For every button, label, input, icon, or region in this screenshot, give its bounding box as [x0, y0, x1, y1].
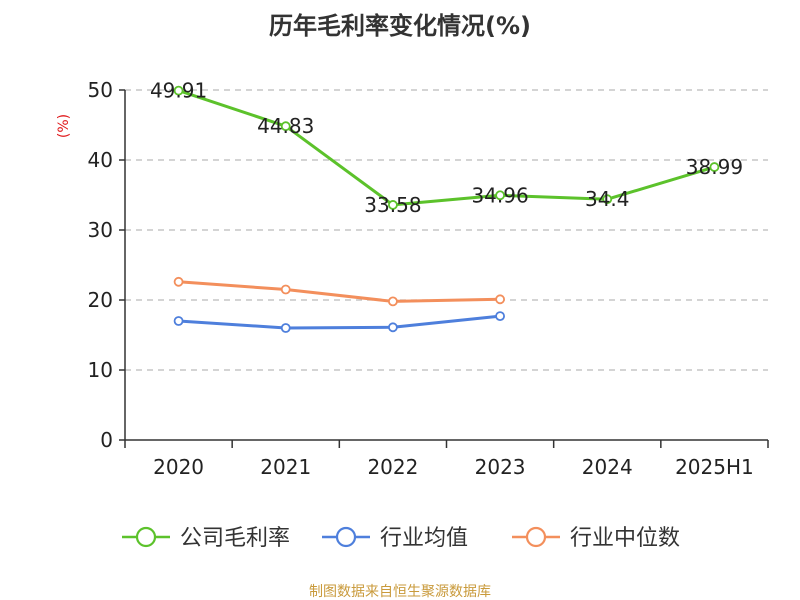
y-tick-label: 0 [100, 428, 113, 452]
data-point[interactable] [173, 276, 184, 287]
legend[interactable]: 公司毛利率 行业均值 行业中位数 [122, 526, 680, 551]
data-label: 33.58 [364, 193, 421, 217]
data-labels: 49.91 44.83 33.58 34.96 34.4 38.99 [150, 79, 743, 217]
axes: 0 10 20 30 40 50 2020 2021 2022 2023 2024 2025H1 [88, 78, 769, 479]
chart-title: 历年毛利率变化情况(%) [269, 12, 531, 40]
y-tick-label: 10 [88, 358, 113, 382]
source-note: 制图数据来自恒生聚源数据库 [309, 584, 491, 600]
y-tick-label: 20 [88, 288, 113, 312]
x-tick-label: 2024 [582, 455, 633, 479]
legend-label: 行业均值 [380, 526, 468, 551]
legend-label: 行业中位数 [570, 526, 680, 551]
y-tick-label: 30 [88, 218, 113, 242]
data-point[interactable] [280, 121, 291, 132]
data-point[interactable] [280, 284, 291, 295]
data-point[interactable] [173, 316, 184, 326]
data-label: 44.83 [257, 114, 314, 138]
x-tick-label: 2020 [153, 455, 204, 479]
x-tick-label: 2022 [367, 455, 418, 479]
x-tick-label: 2021 [260, 455, 311, 479]
series-line [178, 314, 501, 330]
data-point[interactable] [280, 323, 291, 333]
x-tick-label: 2025H1 [675, 455, 754, 479]
legend-marker [335, 526, 357, 548]
y-axis-label: (%) [56, 114, 72, 138]
data-label: 38.99 [686, 155, 743, 179]
series-group [173, 85, 720, 333]
y-tick-label: 40 [88, 148, 113, 172]
data-point[interactable] [388, 200, 398, 210]
legend-marker [135, 526, 157, 548]
data-point[interactable] [388, 296, 398, 307]
grid-lines [125, 89, 768, 371]
data-point[interactable] [495, 311, 505, 322]
legend-marker [525, 526, 547, 548]
legend-item[interactable]: 行业均值 [322, 526, 468, 551]
data-point[interactable] [388, 322, 398, 333]
y-tick-label: 50 [88, 78, 113, 102]
data-point[interactable] [602, 194, 613, 205]
legend-item[interactable]: 公司毛利率 [122, 526, 290, 551]
data-point[interactable] [173, 85, 184, 96]
x-tick-label: 2023 [475, 455, 526, 479]
series-line [178, 280, 501, 303]
data-point[interactable] [709, 162, 720, 172]
data-point[interactable] [495, 294, 505, 305]
series-line [178, 89, 715, 207]
data-label: 34.4 [585, 187, 630, 211]
legend-label: 公司毛利率 [180, 526, 290, 551]
data-label: 49.91 [150, 79, 207, 103]
data-point[interactable] [495, 190, 505, 201]
legend-item[interactable]: 行业中位数 [512, 526, 680, 551]
data-label: 34.96 [471, 183, 528, 207]
